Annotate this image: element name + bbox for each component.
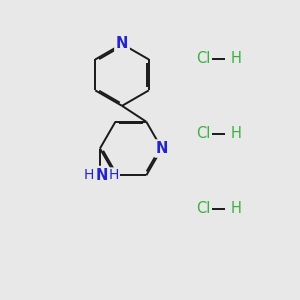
Text: H: H — [231, 51, 242, 66]
Text: N: N — [116, 37, 128, 52]
Text: H: H — [109, 168, 119, 182]
Text: Cl: Cl — [196, 51, 210, 66]
Text: Cl: Cl — [196, 201, 210, 216]
Text: H: H — [231, 201, 242, 216]
Text: H: H — [231, 126, 242, 141]
Text: H: H — [84, 168, 94, 182]
Text: N: N — [156, 141, 168, 156]
Text: Cl: Cl — [196, 126, 210, 141]
Text: N: N — [95, 167, 108, 182]
